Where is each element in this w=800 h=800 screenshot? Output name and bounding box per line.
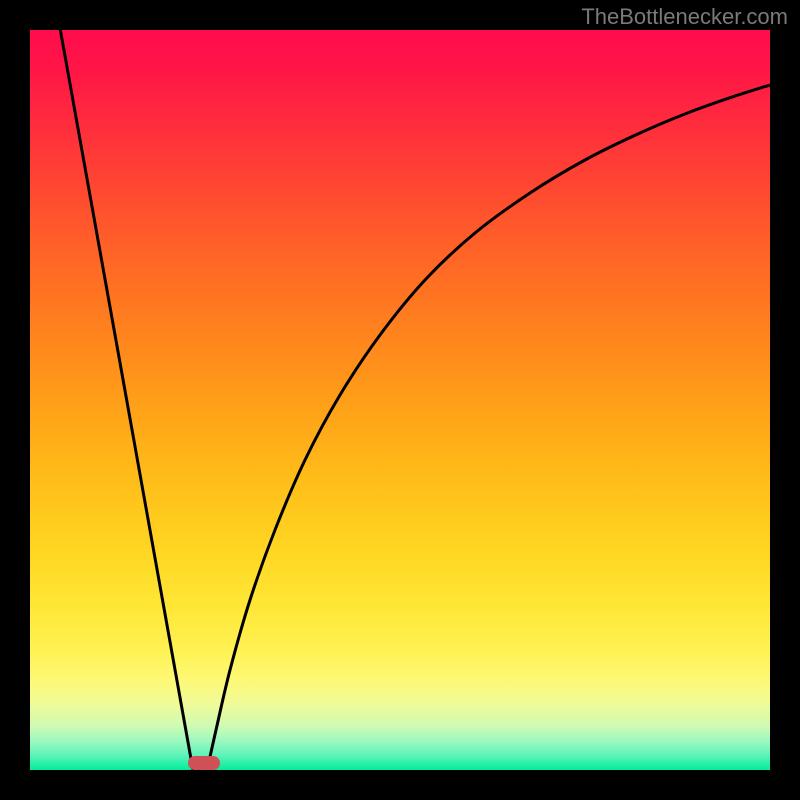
curve-left-branch [60,30,193,770]
plot-area [30,30,770,770]
chart-container: TheBottlenecker.com [0,0,800,800]
watermark-text: TheBottlenecker.com [581,4,788,30]
curve-right-branch [207,85,770,770]
optimal-marker [188,756,220,770]
bottleneck-curve [30,30,770,770]
